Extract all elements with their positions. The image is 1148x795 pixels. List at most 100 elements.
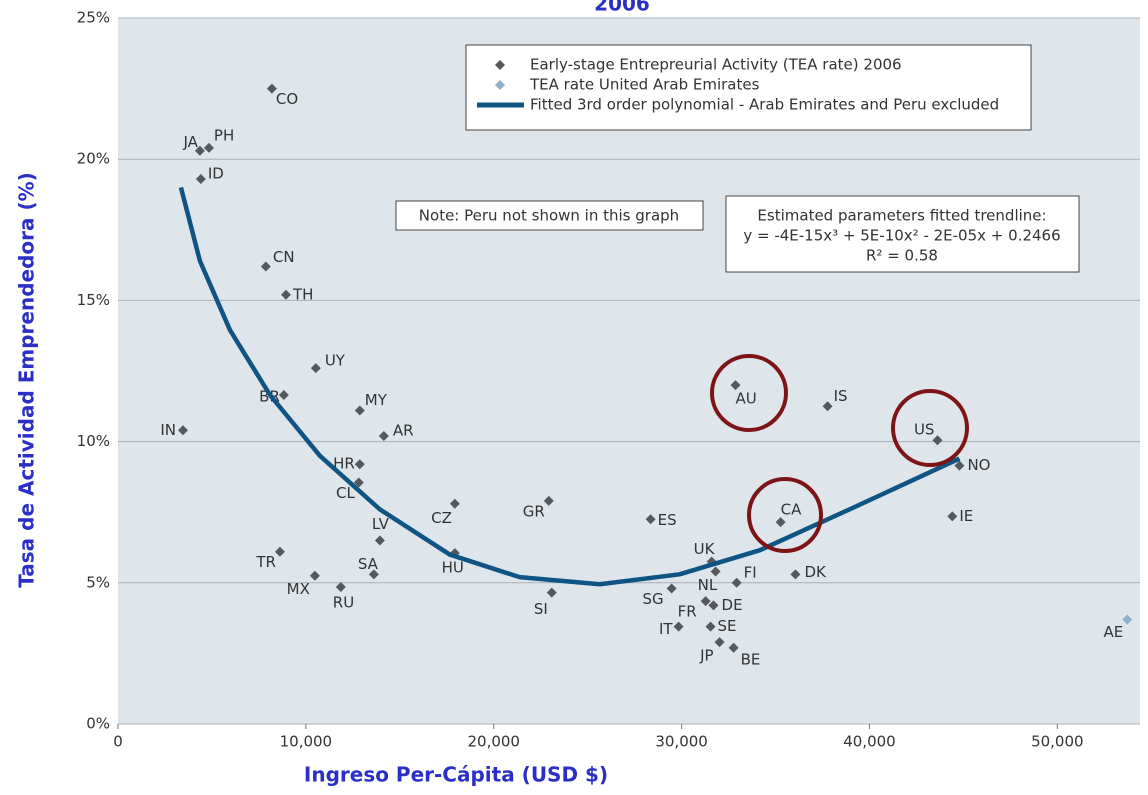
y-tick-label: 15% — [77, 291, 110, 309]
point — [195, 173, 206, 184]
point-label: UY — [325, 352, 346, 370]
point — [673, 621, 684, 632]
x-tick-label: 40,000 — [843, 733, 896, 751]
point-label: CL — [336, 484, 355, 502]
point — [378, 430, 389, 441]
highlight-circle — [891, 389, 969, 467]
point-label: CA — [781, 501, 802, 519]
point-label: JP — [699, 647, 713, 665]
point-label: NL — [698, 576, 718, 594]
legend: Early-stage Entrepreurial Activity (TEA … — [477, 56, 999, 114]
x-tick-label: 10,000 — [280, 733, 333, 751]
point — [354, 405, 365, 416]
point — [354, 459, 365, 470]
point-label: FR — [678, 603, 697, 621]
point — [374, 535, 385, 546]
point-label: CO — [276, 90, 298, 108]
point — [708, 600, 719, 611]
legend-label: Early-stage Entrepreurial Activity (TEA … — [530, 56, 902, 74]
point — [449, 498, 460, 509]
point-label: BE — [741, 650, 761, 668]
parameters-line: Estimated parameters fitted trendline: — [757, 207, 1046, 225]
point-label: JA — [182, 133, 198, 151]
point-label: IN — [160, 421, 176, 439]
point-label: MX — [287, 580, 310, 598]
y-tick-label: 0% — [86, 715, 110, 733]
x-axis-label: Ingreso Per-Cápita (USD $) — [304, 763, 608, 787]
point-label: MY — [365, 391, 388, 409]
parameters-box — [725, 195, 1080, 273]
point-label: US — [914, 421, 935, 439]
trend-line — [178, 186, 961, 587]
point-label: ID — [208, 164, 224, 182]
point — [954, 460, 965, 471]
point — [714, 637, 725, 648]
x-tick-label: 50,000 — [1031, 733, 1084, 751]
point-label: CN — [273, 248, 295, 266]
point — [666, 583, 677, 594]
y-axis-label: Tasa de Actividad Emprendedora (%) — [15, 172, 39, 588]
point-label: DK — [804, 563, 827, 581]
point — [728, 642, 739, 653]
point — [278, 390, 289, 401]
point — [730, 380, 741, 391]
point — [203, 142, 214, 153]
point-label: FI — [744, 563, 757, 581]
point — [1122, 614, 1133, 625]
legend-label: TEA rate United Arab Emirates — [529, 76, 760, 94]
point — [309, 570, 320, 581]
point-label: CZ — [431, 509, 452, 527]
point-label: HU — [442, 559, 464, 577]
point-label: TH — [292, 285, 313, 303]
chart-title: 2006 — [594, 0, 650, 16]
point — [710, 566, 721, 577]
point — [790, 569, 801, 580]
point-label: IE — [959, 507, 973, 525]
point-label: LV — [372, 515, 390, 533]
point-label: TR — [255, 553, 276, 571]
x-tick-label: 0 — [113, 733, 123, 751]
point-label: PH — [214, 126, 234, 144]
y-tick-label: 10% — [77, 432, 110, 450]
point — [194, 145, 205, 156]
point — [932, 435, 943, 446]
point — [353, 477, 364, 488]
legend-label: Fitted 3rd order polynomial - Arab Emira… — [530, 96, 999, 114]
point-label: AR — [393, 421, 414, 439]
point-label: AU — [736, 390, 757, 408]
point — [368, 569, 379, 580]
highlight-circle — [747, 477, 823, 553]
point — [947, 511, 958, 522]
y-tick-label: 25% — [77, 9, 110, 27]
plot-area — [118, 18, 1140, 724]
point — [310, 363, 321, 374]
legend-swatch — [495, 60, 505, 70]
y-tick-label: 20% — [77, 150, 110, 168]
point — [280, 289, 291, 300]
parameters-line: R² = 0.58 — [866, 247, 938, 265]
point-label: GR — [523, 502, 545, 520]
parameters-line: y = -4E-15x³ + 5E-10x² - 2E-05x + 0.2466 — [743, 227, 1060, 245]
point-label: IT — [659, 620, 673, 638]
point-label: SE — [718, 617, 737, 635]
point-label: IS — [834, 387, 848, 405]
point — [274, 546, 285, 557]
point-label: UK — [694, 540, 716, 558]
point — [700, 596, 711, 607]
legend-box — [465, 44, 1032, 131]
highlight-circle — [710, 354, 788, 432]
y-tick-label: 5% — [86, 573, 110, 591]
point-label: RU — [333, 594, 354, 612]
point-label: ES — [658, 511, 677, 529]
x-tick-label: 20,000 — [467, 733, 520, 751]
point — [645, 514, 656, 525]
point-label: HR — [333, 455, 355, 473]
legend-swatch — [495, 80, 505, 90]
point-label: NO — [967, 456, 990, 474]
point — [260, 261, 271, 272]
point — [731, 577, 742, 588]
point-label: DE — [722, 596, 743, 614]
point — [822, 401, 833, 412]
